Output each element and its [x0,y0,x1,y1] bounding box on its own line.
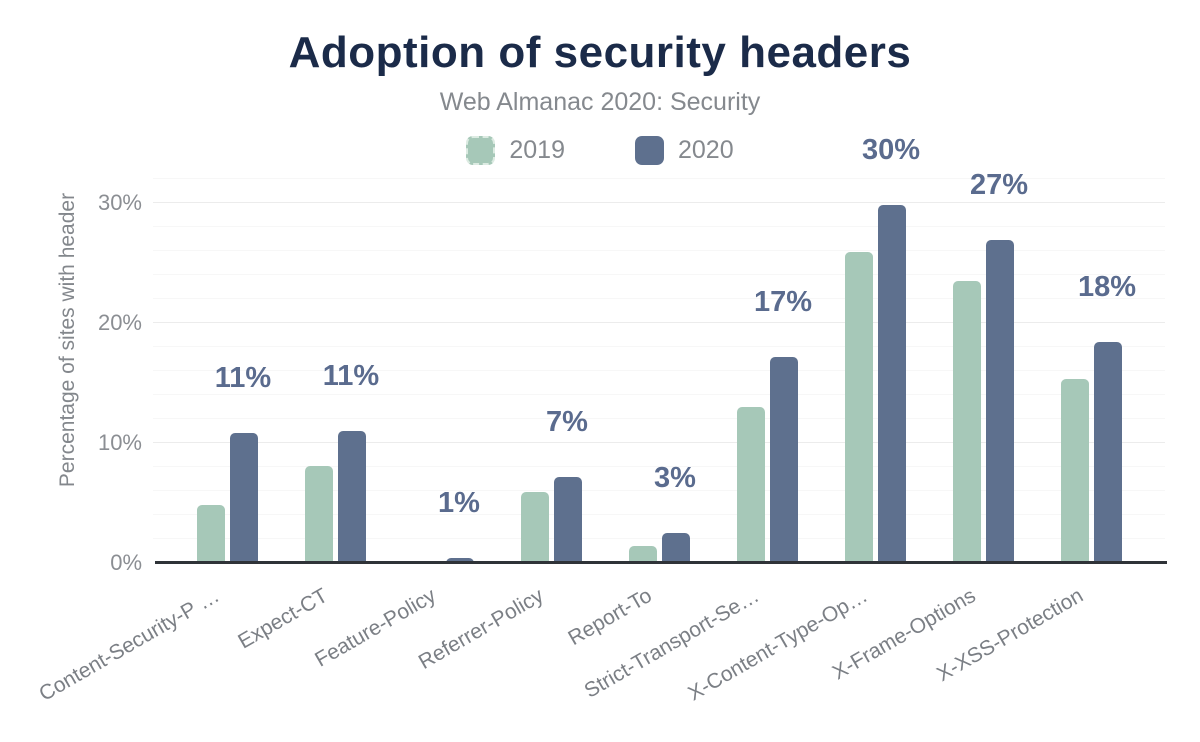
bar-group-5: 3% [605,179,713,563]
bar-2019-X-Content-Type-Op… [844,252,873,563]
bar-2020-X-Frame-Options [985,240,1014,563]
bar-group-6: 17% [713,179,821,563]
bar-pair [713,179,821,563]
bar-2020-Strict-Transport-Se… [769,356,798,563]
legend-item-2019: 2019 [466,136,565,165]
bar-pair [173,179,281,563]
bar-2019-Content-Security-P … [196,505,225,563]
legend-swatch-2019 [466,136,496,165]
bar-group-7: 30% [821,134,929,563]
bar-2020-X-XSS-Protection [1093,342,1122,563]
legend-swatch-2020 [635,136,664,165]
x-category-label-2: Expect-CT [234,584,332,654]
legend-label-2019: 2019 [509,136,565,164]
bar-2020-Feature-Policy [445,558,474,563]
minor-gridline-4 [153,514,1165,515]
chart-legend: 2019 2020 [0,136,1200,165]
minor-gridline-8 [153,466,1165,467]
minor-gridline-12 [153,418,1165,419]
minor-gridline-2 [153,538,1165,539]
bar-group-3: 1% [389,179,497,563]
x-category-label-1: Content-Security-P … [35,584,224,706]
bar-2020-Content-Security-P … [229,433,258,563]
minor-gridline-26 [153,250,1165,251]
value-label-X-XSS-Protection: 18% [1077,271,1137,304]
major-gridline-10 [153,442,1165,443]
bar-pair [281,179,389,563]
bar-group-2: 11% [281,179,389,563]
bar-2020-Report-To [661,533,690,563]
bar-group-9: 18% [1037,179,1145,563]
bar-pair [929,179,1037,563]
minor-gridline-16 [153,370,1165,371]
value-label-Report-To: 3% [654,462,696,494]
value-label-Expect-CT: 11% [322,360,380,392]
legend-label-2020: 2020 [678,136,734,164]
bar-pair [1037,179,1145,563]
value-label-Content-Security-P …: 11% [214,362,272,395]
x-category-label-6: Strict-Transport-Se… [580,584,764,703]
chart-subtitle: Web Almanac 2020: Security [439,88,761,116]
x-category-label-7: X-Content-Type-Op… [684,584,872,706]
minor-gridline-14 [153,394,1165,395]
value-label-Referrer-Policy: 7% [546,405,588,438]
value-label-X-Frame-Options: 27% [969,169,1029,202]
y-tick-0%: 0% [110,550,142,575]
x-axis-line [155,561,1167,564]
bar-2020-X-Content-Type-Op… [877,205,906,563]
minor-gridline-28 [153,226,1165,227]
y-tick-30%: 30% [97,190,142,215]
bar-2019-Strict-Transport-Se… [736,407,765,563]
plot-area: 11% 11% 1% 7% 3% 17% 30% 27% 18% [153,134,1165,563]
bar-2019-Expect-CT [304,465,333,563]
major-gridline-20 [153,322,1165,323]
bar-group-1: 11% [173,179,281,563]
bar-2019-X-XSS-Protection [1060,379,1089,563]
bar-pair [821,179,929,563]
bar-2019-Report-To [628,546,657,563]
bar-group-4: 7% [497,179,605,563]
minor-gridline-22 [153,298,1165,299]
chart-title: Adoption of security headers [288,28,912,77]
bar-2019-X-Frame-Options [952,281,981,563]
minor-gridline-18 [153,346,1165,347]
minor-gridline-24 [153,274,1165,275]
y-tick-20%: 20% [97,310,142,335]
bar-2020-Expect-CT [337,431,366,563]
minor-gridline-6 [153,490,1165,491]
legend-item-2020: 2020 [635,136,734,165]
value-label-X-Content-Type-Op…: 30% [861,134,921,167]
y-tick-10%: 10% [97,430,142,455]
value-label-Strict-Transport-Se…: 17% [753,285,813,318]
value-label-Feature-Policy: 1% [438,487,480,520]
minor-gridline-32 [153,178,1165,179]
major-gridline-30 [153,202,1165,203]
bar-2020-Referrer-Policy [553,476,582,563]
bar-2019-Referrer-Policy [520,492,549,563]
bar-pair [605,179,713,563]
x-category-label-5: Report-To [564,584,656,651]
bar-group-8: 27% [929,169,1037,563]
bar-pair [497,179,605,563]
